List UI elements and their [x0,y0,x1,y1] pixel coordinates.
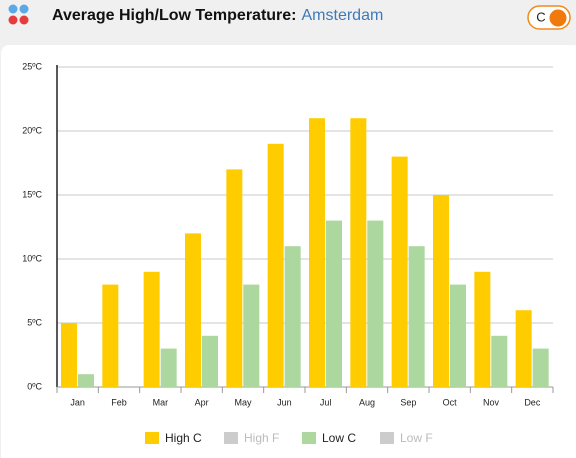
x-tick-label: Jun [277,397,292,407]
bar [284,246,301,387]
legend-swatch [302,432,316,444]
y-tick-label: 10ºC [22,253,42,263]
x-tick-label: Mar [153,397,169,407]
x-tick-label: Apr [195,397,209,407]
y-tick-label: 5ºC [27,317,42,327]
legend-swatch [380,432,394,444]
x-tick-label: Dec [524,397,541,407]
x-tick-label: May [234,397,252,407]
bar [515,310,532,387]
legend-swatch [224,432,238,444]
bar [61,323,77,387]
bar [433,195,449,387]
x-tick-label: Oct [443,397,458,407]
x-tick-label: Sep [400,397,416,407]
bar [160,348,177,387]
unit-toggle[interactable]: C [527,5,571,30]
bar [491,335,508,387]
title: Average High/Low Temperature: Amsterdam [52,7,383,24]
bar [143,271,160,387]
legend-label: Low C [322,431,356,445]
y-tick-label: 20ºC [22,125,42,135]
x-tick-label: Jul [320,397,332,407]
bar [202,335,218,387]
legend-swatch [145,432,159,444]
legend-label: High C [165,431,202,445]
bar [532,348,549,387]
bar [326,220,342,387]
bar [78,374,94,387]
toggle-knob[interactable] [549,9,567,27]
bar [309,118,325,387]
x-tick-label: Nov [483,397,500,407]
legend-label: High F [244,431,279,445]
location: Amsterdam [302,7,384,24]
toggle-label: C [536,9,545,24]
x-tick-label: Aug [359,397,375,407]
chart: 0ºC 5ºC 10ºC 15ºC 20ºC 25ºC Jan Feb Mar Apr May Jun… [22,61,554,445]
bar [408,246,425,387]
title-text: Average High/Low Temperature: [52,7,297,24]
bar [267,143,284,387]
bar [474,271,491,387]
bar [391,156,408,387]
legend-label: Low F [400,431,433,445]
app-icon [8,4,29,25]
bar [350,118,367,387]
y-tick-label: 25ºC [22,61,42,71]
y-tick-label: 15ºC [22,189,42,199]
bar [102,284,119,387]
bar [226,169,243,387]
x-tick-label: Feb [111,397,127,407]
bar [243,284,260,387]
x-tick-label: Jan [70,397,85,407]
bar [450,284,466,387]
y-tick-label: 0ºC [27,381,42,391]
bar [185,233,201,387]
bar [367,220,384,387]
